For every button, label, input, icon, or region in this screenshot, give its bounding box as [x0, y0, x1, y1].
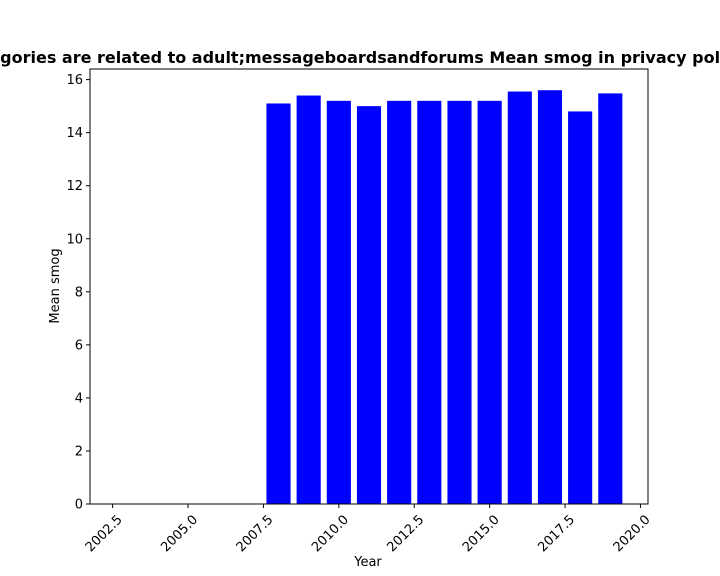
- bar-2009: [296, 95, 321, 505]
- y-tick-label: 0: [75, 498, 83, 513]
- x-tick-label: 2012.5: [385, 512, 428, 555]
- y-tick-label: 10: [66, 232, 83, 247]
- x-axis: 2002.5 2005.0 2007.5 2010.0 2012.5 2015.0 2017…: [83, 504, 654, 555]
- x-axis-label: Year: [353, 555, 382, 570]
- bar-2019: [598, 93, 623, 504]
- y-tick-label: 14: [66, 126, 83, 141]
- x-tick-label: 2017.5: [535, 512, 578, 555]
- y-axis: 0 2 4 6 8 10 12 14 16: [66, 73, 90, 513]
- y-tick-label: 12: [66, 179, 83, 194]
- x-tick-label: 2005.0: [158, 512, 201, 555]
- x-tick-label: 2010.0: [309, 512, 352, 555]
- y-tick-label: 6: [75, 338, 83, 353]
- bar-2017: [537, 90, 563, 504]
- x-tick-label: 2015.0: [460, 512, 503, 555]
- bars-group: [266, 90, 623, 505]
- bar-2011: [356, 106, 382, 504]
- plot-area-frame: [89, 68, 649, 505]
- chart-title: Categories are related to adult;messageb…: [0, 48, 720, 67]
- y-tick-label: 4: [75, 391, 83, 406]
- bar-2010: [326, 100, 351, 504]
- bar-2014: [447, 100, 472, 504]
- bar-2018: [568, 111, 593, 504]
- x-tick-label: 2002.5: [83, 512, 126, 555]
- y-tick-label: 16: [66, 73, 83, 88]
- x-tick-label: 2020.0: [611, 512, 654, 555]
- y-axis-label: Mean smog: [48, 248, 63, 323]
- bar-2008: [266, 103, 291, 505]
- bar-2015: [477, 100, 502, 504]
- x-tick-label: 2007.5: [234, 512, 277, 555]
- bar-2012: [387, 100, 412, 504]
- bar-2013: [417, 100, 442, 504]
- y-tick-label: 8: [75, 285, 83, 300]
- y-tick-label: 2: [75, 444, 83, 459]
- bar-2016: [507, 91, 532, 505]
